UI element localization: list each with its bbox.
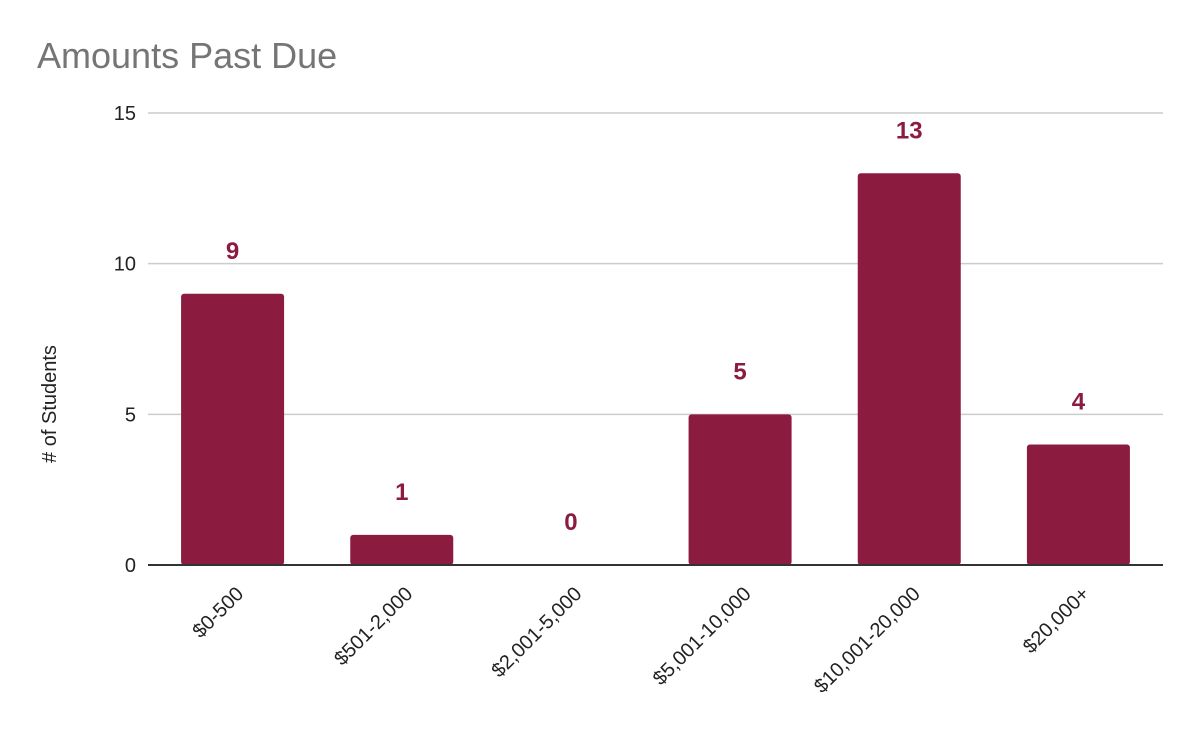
bar (181, 293, 285, 565)
y-axis-ticks: 0 5 10 15 (114, 103, 136, 577)
bar (1026, 444, 1130, 565)
data-label: 5 (733, 358, 746, 385)
x-tick-label: $0-500 (189, 583, 249, 643)
data-label: 0 (564, 509, 577, 536)
x-tick-label: $501-2,000 (330, 583, 417, 670)
data-label: 4 (1072, 388, 1086, 415)
bar (857, 173, 961, 565)
data-label: 13 (896, 117, 923, 144)
data-labels: 9 1 0 5 13 4 (226, 117, 1086, 536)
bars (181, 173, 1130, 565)
x-tick-label: $20,000+ (1019, 583, 1094, 658)
y-tick-label: 0 (125, 555, 136, 577)
x-tick-label: $5,001-10,000 (649, 583, 756, 690)
bar (688, 414, 792, 565)
y-tick-label: 15 (114, 103, 136, 125)
gridlines (148, 112, 1163, 416)
y-tick-label: 5 (125, 404, 136, 426)
x-tick-label: $2,001-5,000 (488, 583, 587, 682)
y-axis-label: # of Students (39, 345, 61, 463)
data-label: 9 (226, 238, 239, 265)
y-tick-label: 10 (114, 254, 136, 276)
bar (350, 534, 454, 565)
x-axis-ticks: $0-500 $501-2,000 $2,001-5,000 $5,001-10,00… (189, 583, 1094, 698)
x-tick-label: $10,001-20,000 (810, 583, 925, 698)
chart-title: Amounts Past Due (37, 35, 337, 76)
data-label: 1 (395, 479, 408, 506)
